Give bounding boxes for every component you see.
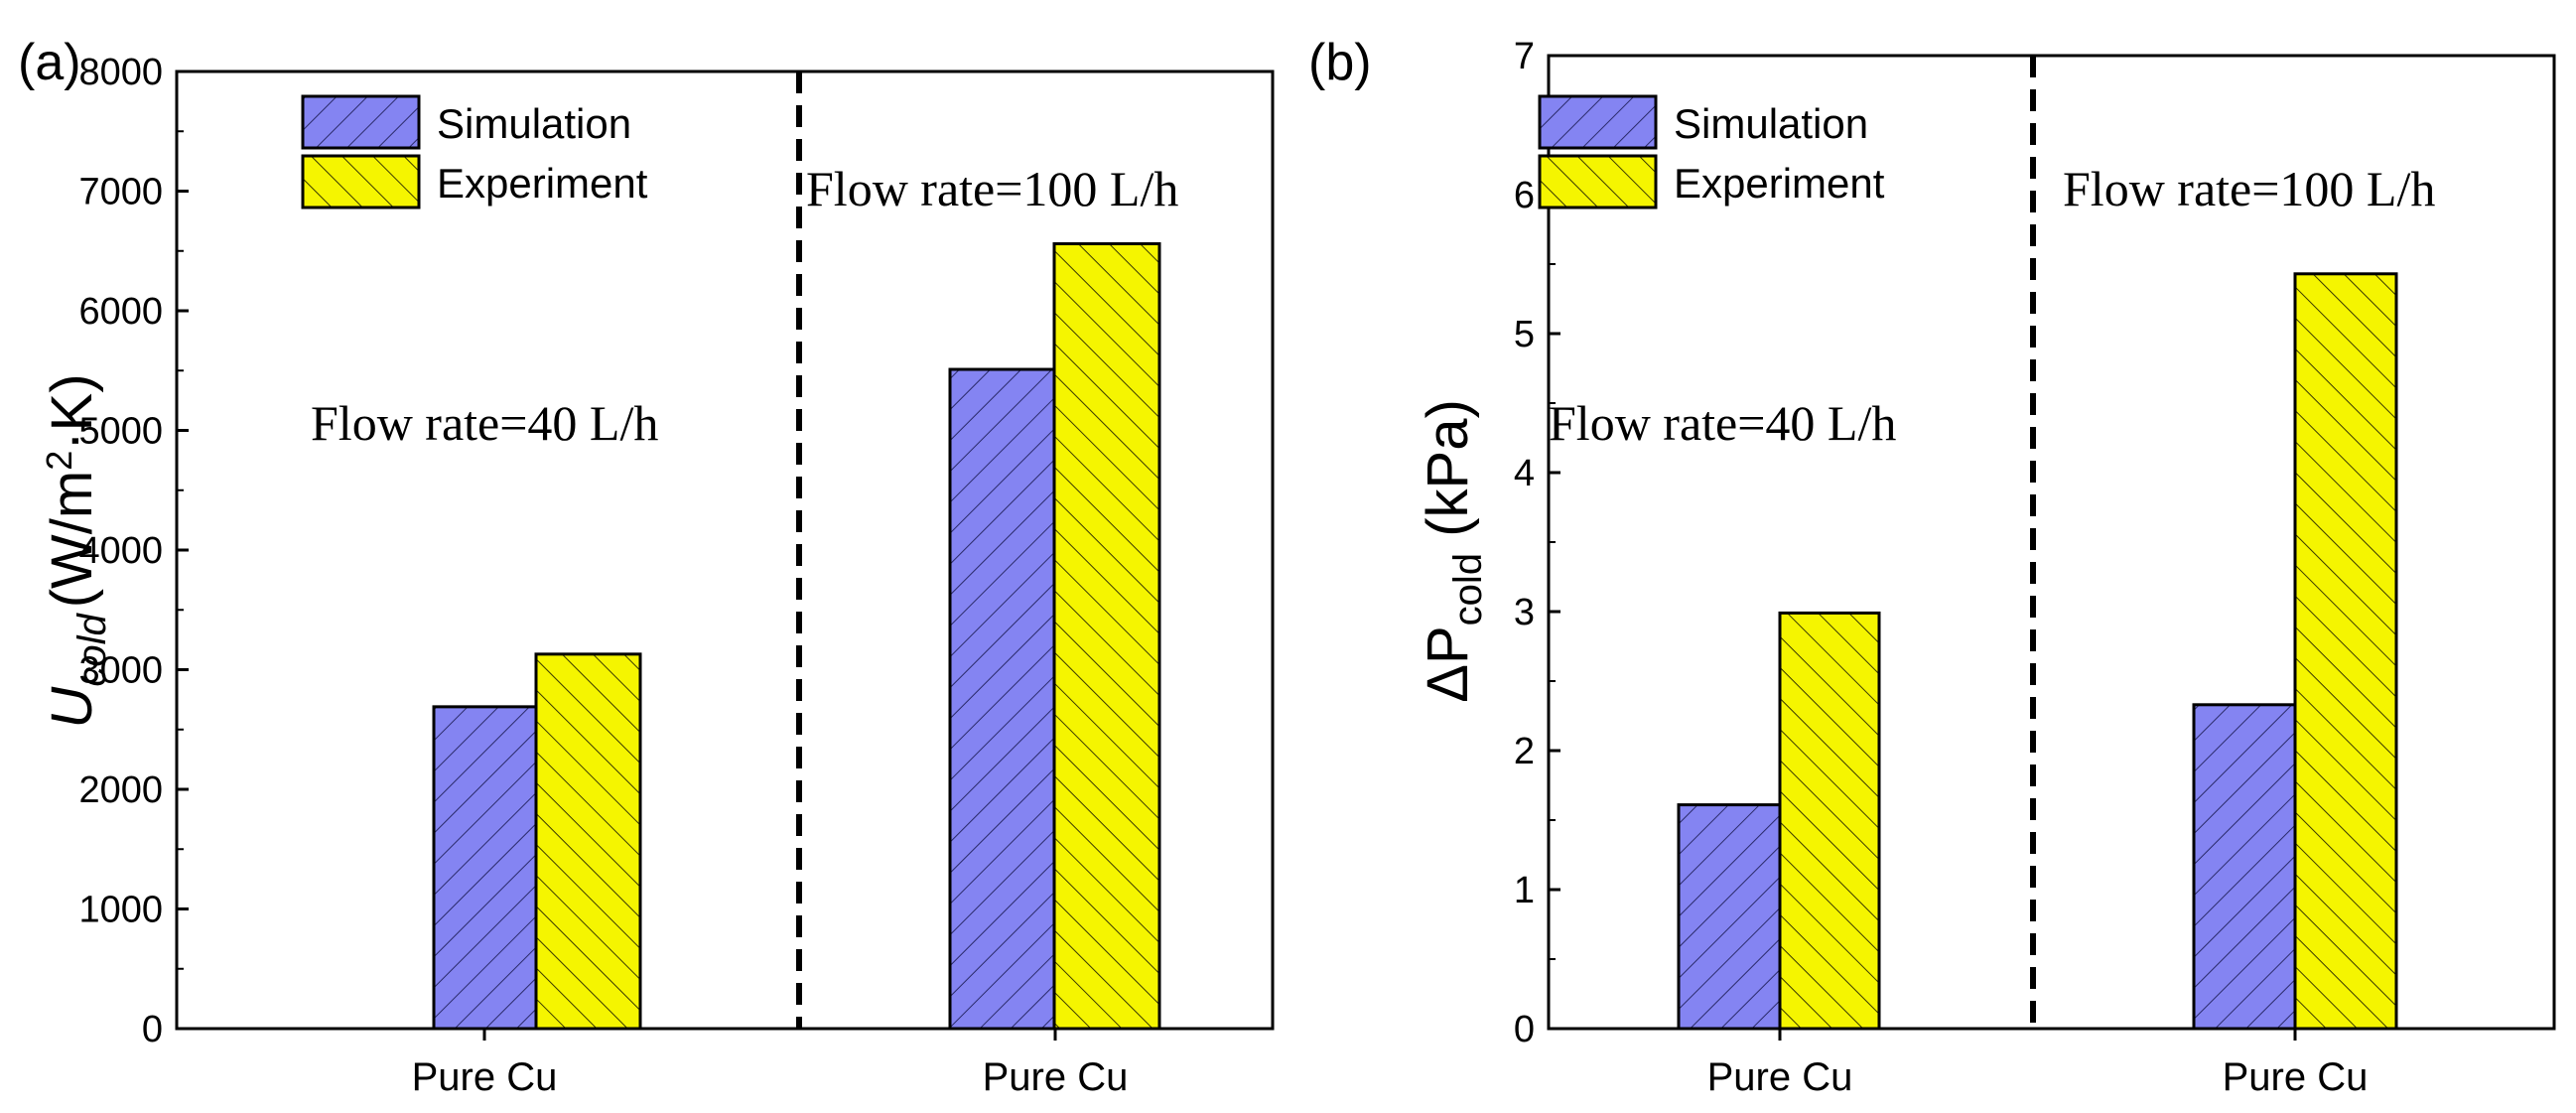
bar-simulation bbox=[432, 705, 538, 1031]
legend-label-experiment: Experiment bbox=[1674, 160, 1885, 207]
axes-box bbox=[1547, 54, 2556, 1031]
panel-a: (a) Ucold(W/m2·K) 0 1000 2000 3000 4000 5000 6… bbox=[18, 34, 1275, 1099]
bar-simulation bbox=[948, 367, 1056, 1031]
y-tick-label: 8000 bbox=[78, 52, 163, 93]
y-tick-label: 7000 bbox=[78, 172, 163, 213]
legend: Simulation Experiment bbox=[301, 94, 648, 209]
svg-text:Ucold(W/m2·K): Ucold(W/m2·K) bbox=[39, 373, 114, 728]
svg-text:ΔPcold (kPa): ΔPcold (kPa) bbox=[1416, 399, 1490, 703]
bar-experiment bbox=[534, 652, 642, 1031]
bars bbox=[1677, 272, 2398, 1031]
legend-swatch-simulation bbox=[301, 94, 421, 150]
y-tick-label: 5 bbox=[1514, 314, 1535, 355]
y-tick-label: 3000 bbox=[78, 650, 163, 692]
y-tick-label: 0 bbox=[142, 1009, 163, 1050]
bar-simulation bbox=[1677, 803, 1782, 1031]
y-tick-label: 2000 bbox=[78, 769, 163, 811]
legend-swatch-experiment bbox=[301, 154, 421, 209]
legend-label-experiment: Experiment bbox=[437, 160, 648, 207]
y-tick-label: 6000 bbox=[78, 291, 163, 333]
bars bbox=[432, 242, 1161, 1031]
legend-swatch-simulation bbox=[1538, 94, 1658, 150]
ylabel-unit: (kPa) bbox=[1416, 399, 1480, 553]
x-category-label: Pure Cu bbox=[983, 1055, 1129, 1099]
x-category-label: Pure Cu bbox=[2223, 1055, 2369, 1099]
plot-frame bbox=[1547, 54, 2556, 1041]
legend: Simulation Experiment bbox=[1538, 94, 1885, 209]
y-tick-label: 3 bbox=[1514, 592, 1535, 633]
y-tick-label: 7 bbox=[1514, 36, 1535, 77]
annotation-flow-40: Flow rate=40 L/h bbox=[1549, 395, 1896, 451]
bar-experiment bbox=[2293, 272, 2398, 1031]
x-category-label: Pure Cu bbox=[1707, 1055, 1853, 1099]
annotation-flow-100: Flow rate=100 L/h bbox=[806, 161, 1178, 216]
ylabel-sub: cold bbox=[1446, 553, 1490, 626]
y-tick-label: 0 bbox=[1514, 1009, 1535, 1050]
ylabel-unit-end: ·K) bbox=[40, 373, 104, 450]
y-tick-label: 4000 bbox=[78, 530, 163, 572]
ylabel-sub: cold bbox=[70, 613, 114, 687]
panel-label: (a) bbox=[18, 34, 81, 91]
annotation-flow-100: Flow rate=100 L/h bbox=[2063, 161, 2435, 216]
y-ticks: 0 1000 2000 3000 4000 5000 6000 7000 8000 bbox=[78, 52, 189, 1050]
plot-frame bbox=[175, 70, 1275, 1041]
ylabel-main: U bbox=[40, 686, 104, 729]
x-category-label: Pure Cu bbox=[412, 1055, 558, 1099]
ylabel-main: ΔP bbox=[1416, 626, 1480, 702]
y-tick-label: 2 bbox=[1514, 731, 1535, 772]
y-tick-label: 5000 bbox=[78, 411, 163, 453]
y-tick-label: 6 bbox=[1514, 175, 1535, 216]
x-category-labels: Pure Cu Pure Cu bbox=[412, 1055, 1129, 1099]
bar-experiment bbox=[1778, 611, 1881, 1031]
y-tick-label: 1 bbox=[1514, 870, 1535, 911]
annotation-flow-40: Flow rate=40 L/h bbox=[311, 395, 658, 451]
panel-label: (b) bbox=[1308, 34, 1372, 91]
y-axis-title: ΔPcold (kPa) bbox=[1416, 399, 1490, 703]
y-tick-label: 4 bbox=[1514, 453, 1535, 494]
x-category-labels: Pure Cu Pure Cu bbox=[1707, 1055, 2369, 1099]
panel-b: (b) ΔPcold (kPa) 0 1 2 3 4 5 6 7 Pure Cu Pure C… bbox=[1308, 34, 2556, 1099]
bar-experiment bbox=[1052, 242, 1161, 1031]
ylabel-unit: (W/m bbox=[40, 471, 104, 609]
ylabel-sup: 2 bbox=[39, 451, 79, 471]
y-axis-title: Ucold(W/m2·K) bbox=[39, 373, 114, 728]
axes-box bbox=[175, 70, 1275, 1031]
legend-label-simulation: Simulation bbox=[1674, 100, 1868, 147]
legend-label-simulation: Simulation bbox=[437, 100, 631, 147]
bar-simulation bbox=[2192, 703, 2297, 1031]
y-tick-label: 1000 bbox=[78, 890, 163, 931]
legend-swatch-experiment bbox=[1538, 154, 1658, 209]
